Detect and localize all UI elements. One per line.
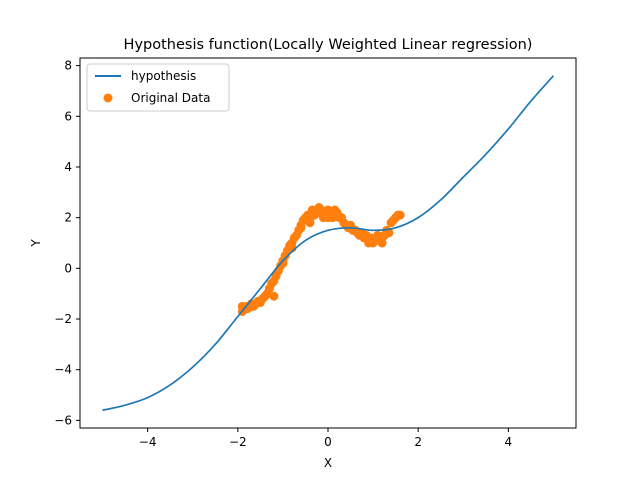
data-point — [368, 238, 378, 248]
data-point — [269, 291, 279, 301]
x-axis-label: X — [324, 456, 332, 470]
data-point — [278, 258, 288, 268]
legend-data-label: Original Data — [131, 91, 210, 105]
data-point — [305, 218, 315, 228]
y-tick-label: −6 — [54, 413, 72, 427]
plot-frame — [79, 57, 577, 429]
legend-data-swatch — [103, 93, 113, 103]
data-point — [395, 210, 405, 220]
legend-frame — [86, 63, 230, 112]
data-point — [384, 228, 394, 238]
hypothesis-line — [102, 75, 555, 412]
y-axis-label: Y — [29, 239, 43, 248]
x-tick-label: −4 — [139, 435, 157, 449]
legend-hypothesis-label: hypothesis — [131, 69, 196, 83]
y-tick-label: 0 — [64, 261, 72, 275]
plot-area: −4 −2 0 2 4 −6 −4 −2 0 2 4 6 8 — [54, 57, 577, 449]
y-tick-label: 6 — [64, 109, 72, 123]
y-tick-label: 8 — [64, 59, 72, 73]
x-tick-label: −2 — [229, 435, 247, 449]
data-point — [296, 223, 306, 233]
x-tick-label: 0 — [324, 435, 332, 449]
data-point — [332, 208, 342, 218]
data-point — [314, 208, 324, 218]
x-axis: −4 −2 0 2 4 — [139, 428, 512, 449]
chart-title: Hypothesis function(Locally Weighted Lin… — [124, 37, 533, 53]
legend: hypothesis Original Data — [86, 63, 230, 112]
data-point — [251, 299, 261, 309]
y-tick-label: 2 — [64, 211, 72, 225]
y-tick-label: −2 — [54, 312, 72, 326]
y-tick-label: 4 — [64, 160, 72, 174]
y-tick-label: −4 — [54, 363, 72, 377]
series-layer — [102, 75, 555, 412]
data-point — [377, 238, 387, 248]
x-tick-label: 4 — [505, 435, 513, 449]
x-tick-label: 2 — [414, 435, 422, 449]
data-point — [359, 230, 369, 240]
y-axis: −6 −4 −2 0 2 4 6 8 — [54, 59, 80, 427]
